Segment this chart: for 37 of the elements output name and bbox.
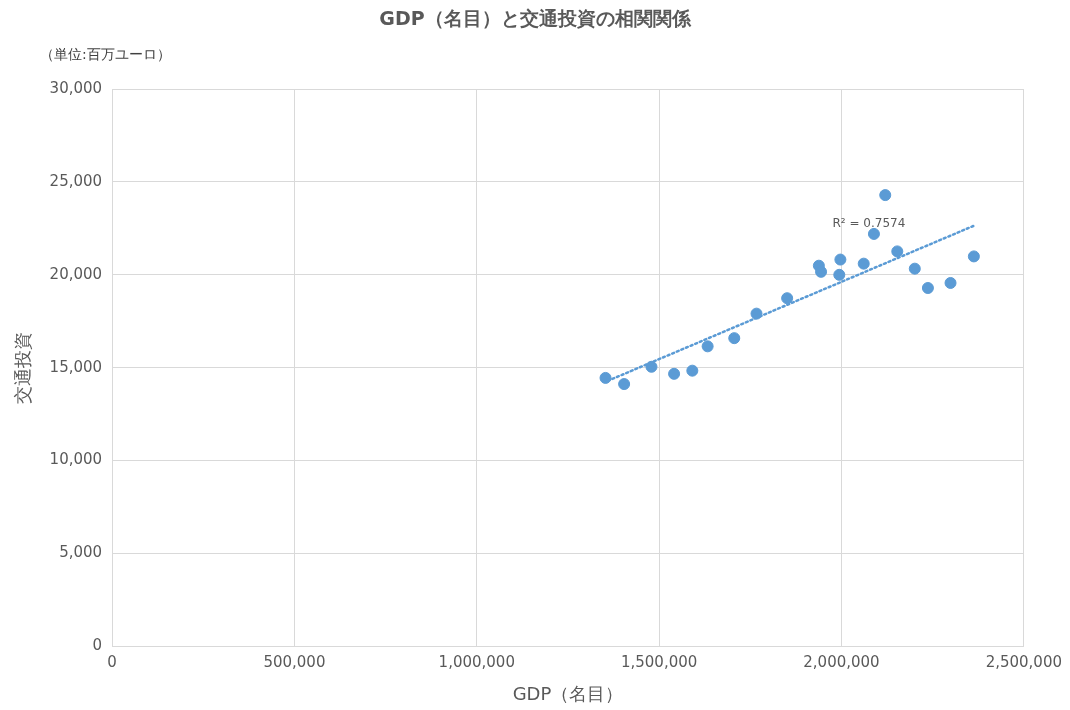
x-tick-label: 0: [107, 653, 117, 672]
point: [750, 307, 763, 320]
text: （単位:百万ユーロ）: [40, 46, 171, 64]
x-tick-label: 500,000: [263, 653, 326, 672]
point: [857, 257, 870, 270]
y-tick-label: 30,000: [49, 78, 103, 97]
point: [728, 332, 741, 345]
annotation: R² = 0.7574: [832, 215, 906, 230]
point: [908, 262, 921, 275]
point: [867, 227, 880, 240]
point: [645, 360, 658, 373]
y-tick-label: 25,000: [49, 171, 103, 190]
point: [921, 281, 934, 294]
point: [599, 371, 612, 384]
x-tick-label: 2,500,000: [985, 653, 1062, 672]
chart-title: GDP（名目）と交通投資の相関関係: [378, 6, 692, 31]
point: [879, 189, 892, 202]
y-tick-label: 20,000: [49, 264, 103, 283]
x-tick-label: 1,500,000: [620, 653, 698, 672]
y-tick-label: 10,000: [49, 450, 103, 469]
point: [833, 268, 846, 281]
point: [944, 276, 957, 289]
point: [834, 253, 847, 266]
y-tick-label: 5,000: [59, 543, 103, 562]
y-axis-title: 交通投資: [12, 331, 34, 404]
x-axis-title: GDP（名目）: [512, 682, 624, 704]
point: [701, 340, 714, 353]
point: [618, 378, 631, 391]
point: [891, 245, 904, 258]
point: [781, 292, 794, 305]
x-tick-label: 1,000,000: [438, 653, 515, 672]
x-tick-label: 2,000,000: [803, 653, 880, 672]
point: [967, 250, 980, 263]
point: [668, 367, 681, 380]
y-tick-label: 15,000: [49, 357, 103, 376]
point: [686, 364, 699, 377]
y-tick-label: 0: [92, 636, 103, 655]
